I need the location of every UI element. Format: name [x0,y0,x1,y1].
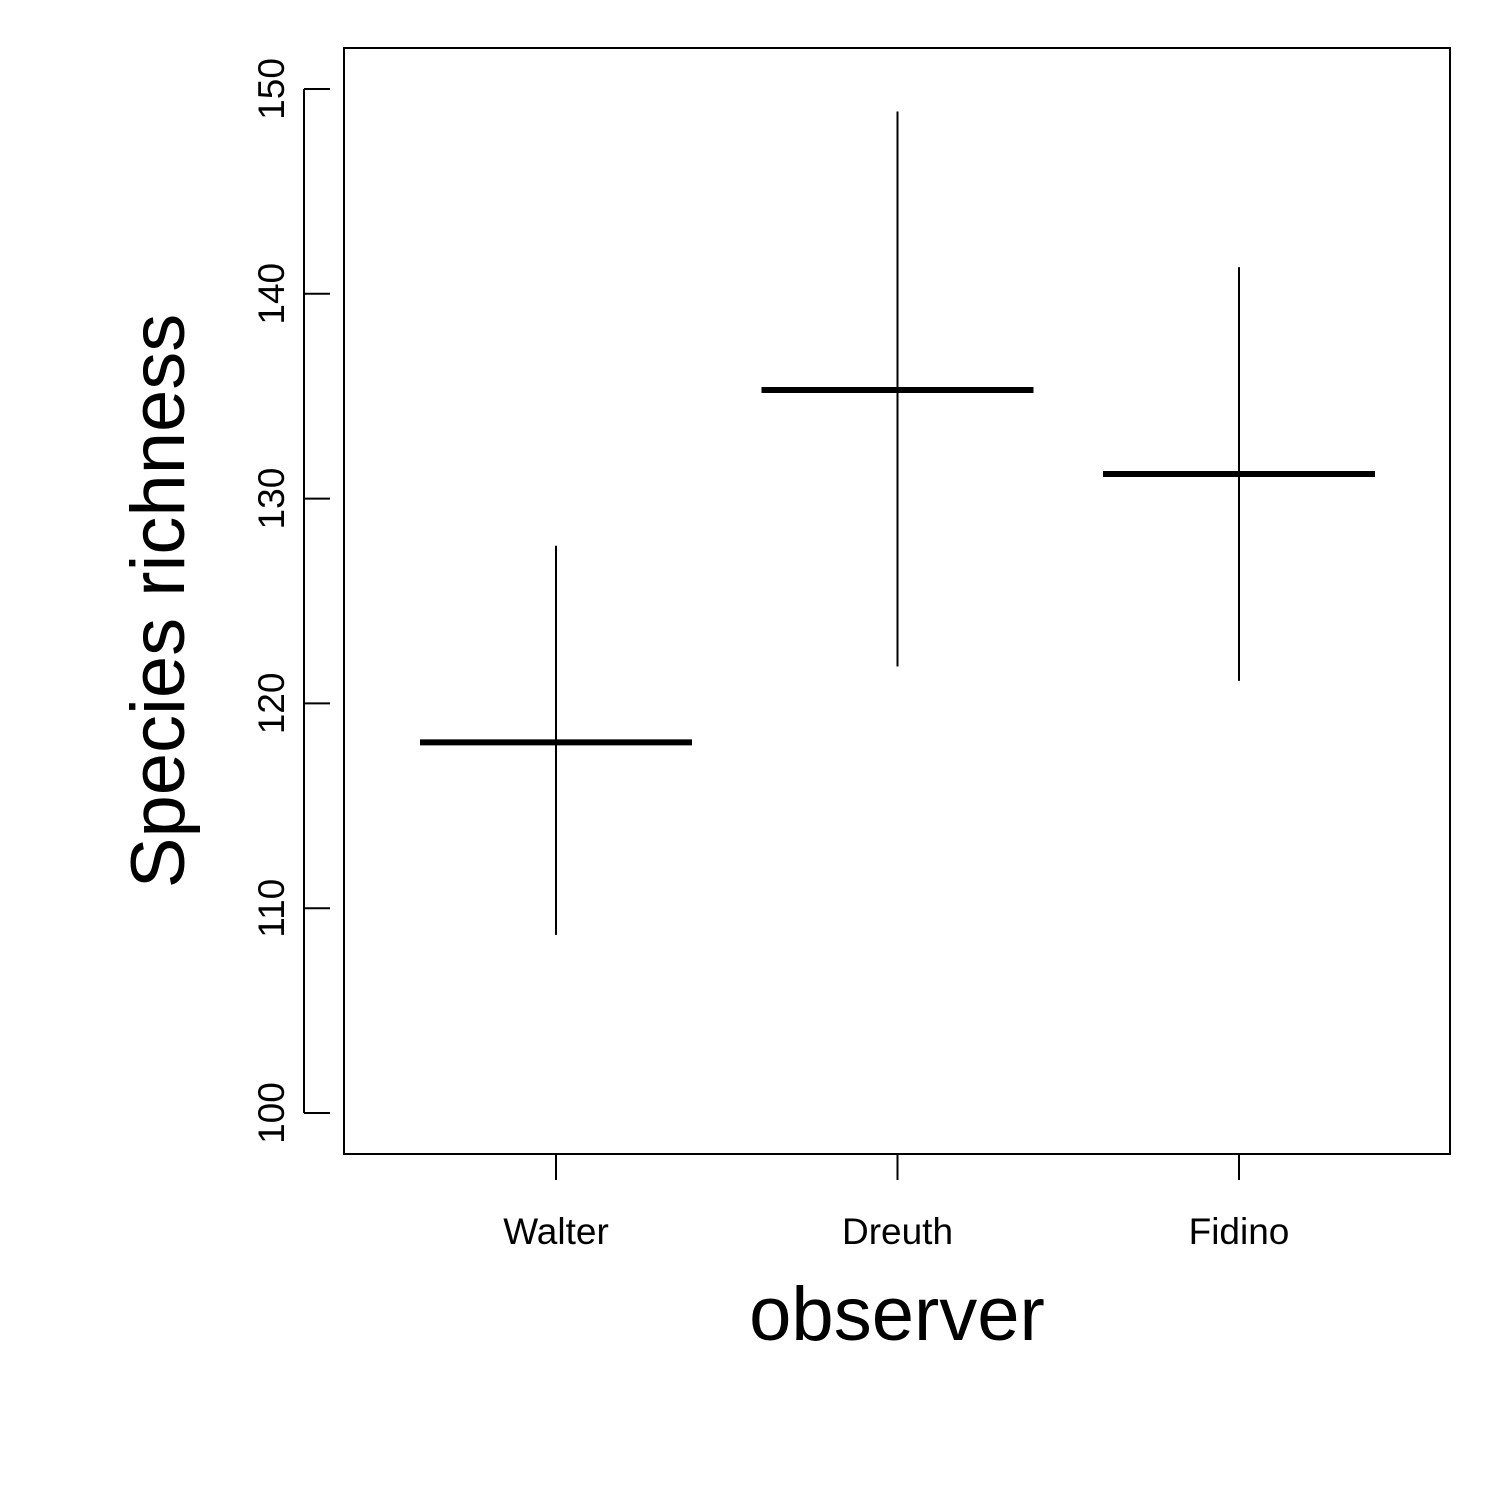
y-tick-label: 100 [251,1082,292,1144]
x-tick-label-dreuth: Dreuth [842,1211,953,1252]
y-tick-label: 110 [251,879,292,938]
data-marks [420,111,1375,935]
y-tick-label: 140 [251,263,292,325]
y-tick-label: 120 [251,673,292,735]
y-axis: 100 110 120 130 140 150 [251,58,330,1144]
x-axis: Walter Dreuth Fidino [503,1154,1289,1252]
x-axis-title: observer [749,1272,1045,1357]
y-axis-title: Species richness [116,314,201,889]
x-tick-label-walter: Walter [503,1211,609,1252]
y-tick-label: 130 [251,468,292,530]
y-tick-label: 150 [251,58,292,120]
x-tick-label-fidino: Fidino [1189,1211,1290,1252]
